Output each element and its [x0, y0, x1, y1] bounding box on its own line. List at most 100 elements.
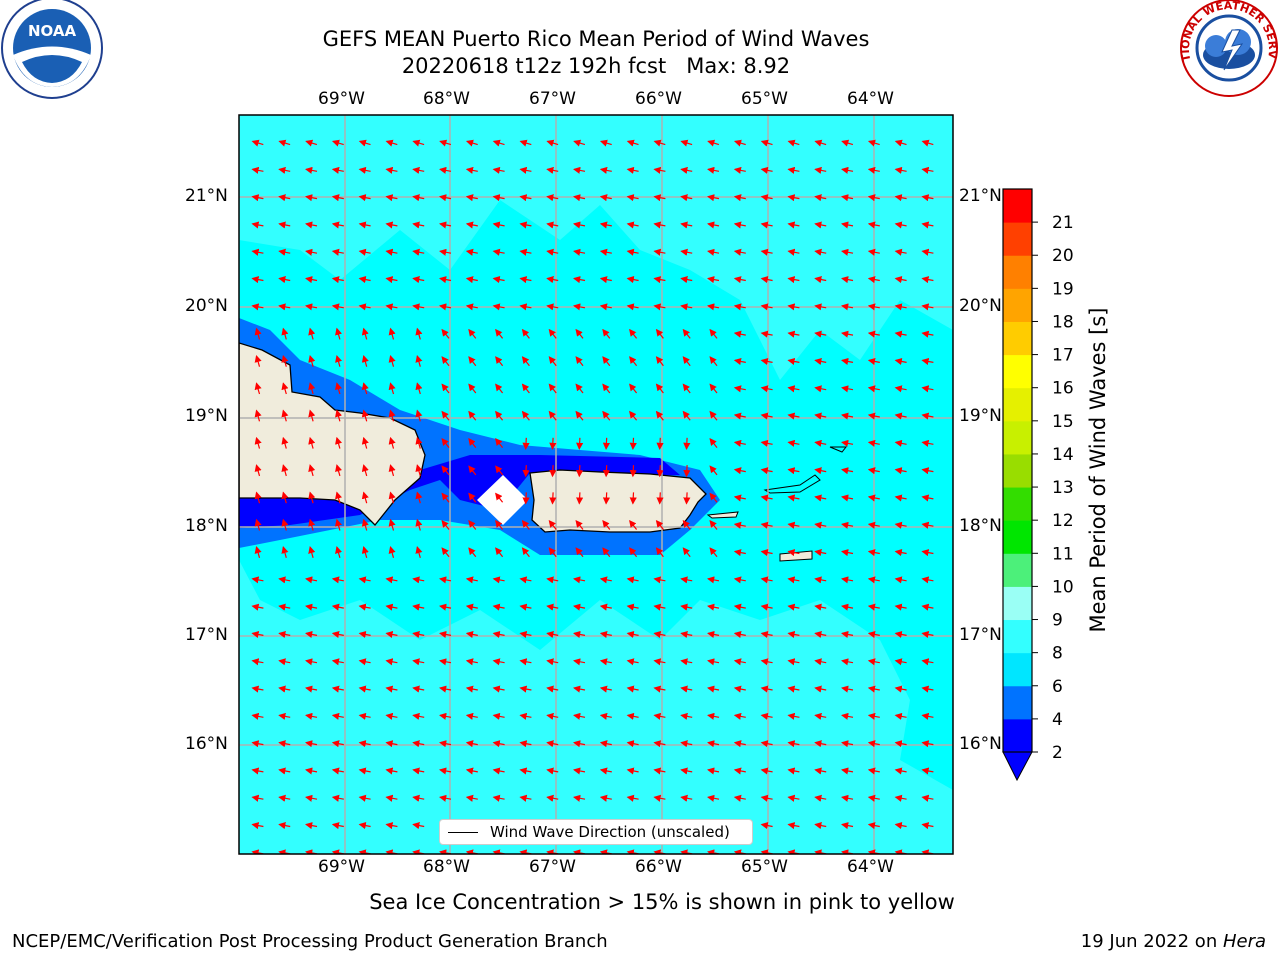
wind-wave-arrow: [841, 385, 854, 393]
wind-wave-arrow: [308, 409, 316, 422]
wind-wave-arrow: [546, 740, 559, 748]
wind-wave-arrow: [331, 166, 344, 174]
wind-wave-arrow: [335, 327, 342, 340]
wind-wave-arrow: [867, 740, 880, 748]
wind-wave-arrow: [841, 139, 854, 147]
wind-wave-arrow: [254, 382, 262, 395]
colorbar-swatch: [1003, 420, 1032, 455]
wind-wave-arrow: [468, 383, 477, 394]
map-title: GEFS MEAN Puerto Rico Mean Period of Win…: [322, 27, 870, 51]
wind-wave-arrow: [335, 546, 342, 558]
wind-wave-arrow: [626, 685, 639, 693]
wind-wave-arrow: [439, 630, 452, 639]
wind-wave-arrow: [465, 712, 478, 720]
wind-wave-arrow: [707, 248, 720, 256]
wind-wave-arrow: [415, 546, 423, 558]
wind-wave-arrow: [546, 685, 559, 693]
wind-wave-arrow: [358, 712, 371, 720]
wind-wave-arrow: [814, 221, 827, 229]
wind-wave-arrow: [787, 549, 800, 557]
wind-wave-arrow: [278, 166, 291, 174]
wind-wave-arrow: [599, 194, 612, 202]
wind-wave-arrow: [549, 492, 557, 505]
wind-wave-arrow: [385, 221, 398, 229]
wind-wave-arrow: [787, 330, 800, 338]
wind-wave-arrows: [251, 139, 934, 854]
wind-wave-arrow: [683, 437, 691, 450]
wind-wave-arrow: [573, 221, 586, 229]
wind-wave-arrow: [626, 712, 639, 720]
wind-wave-arrow: [867, 139, 880, 147]
wind-wave-arrow: [599, 276, 612, 284]
wind-wave-arrow: [281, 382, 289, 395]
wind-wave-arrow: [602, 547, 611, 558]
wind-wave-arrow: [707, 712, 720, 720]
wind-wave-arrow: [921, 357, 934, 366]
wind-wave-arrow: [733, 385, 746, 393]
wind-wave-arrow: [760, 549, 773, 557]
wind-wave-arrow: [468, 410, 477, 421]
wind-wave-arrow: [492, 740, 505, 748]
wind-wave-arrow: [921, 330, 934, 338]
wind-wave-arrow: [521, 519, 530, 530]
wind-wave-arrow: [331, 658, 344, 666]
wind-wave-arrow: [573, 166, 586, 174]
wind-wave-arrow: [733, 494, 746, 502]
wind-wave-arrow: [921, 276, 934, 284]
wind-wave-arrow: [787, 467, 800, 475]
wind-wave-arrow: [707, 767, 720, 775]
lat-tick-left: 19°N: [185, 406, 228, 426]
wind-wave-arrow: [921, 385, 934, 393]
wind-wave-arrow: [867, 712, 880, 720]
wind-wave-arrow: [465, 221, 478, 229]
wind-wave-arrow: [814, 357, 827, 366]
wind-wave-arrow: [385, 712, 398, 720]
colorbar-swatch: [1003, 222, 1032, 256]
wind-wave-arrow: [921, 576, 934, 584]
wind-wave-arrow: [358, 794, 371, 802]
wind-wave-arrow: [415, 382, 423, 395]
wind-wave-arrow: [921, 412, 934, 420]
wind-wave-arrow: [894, 439, 907, 447]
wind-wave-arrow: [358, 194, 371, 202]
wind-wave-arrow: [441, 465, 450, 476]
wind-wave-arrow: [576, 465, 584, 478]
footer-host: Hera: [1222, 931, 1266, 952]
wind-wave-arrow: [655, 383, 664, 394]
wind-wave-arrow: [573, 276, 586, 284]
wind-wave-arrow: [629, 356, 638, 367]
lon-tick-top: 66°W: [635, 89, 682, 109]
wind-wave-arrow: [251, 194, 264, 202]
wind-wave-arrow: [495, 465, 504, 476]
wind-wave-arrow: [760, 139, 773, 147]
wind-wave-arrow: [841, 767, 854, 775]
wind-wave-arrow: [331, 794, 344, 802]
wind-wave-arrow: [358, 221, 371, 229]
wind-wave-arrow: [921, 439, 934, 447]
wind-wave-arrow: [281, 491, 289, 504]
wind-wave-arrow: [308, 436, 316, 449]
wind-wave-arrow: [707, 685, 720, 693]
wind-wave-arrow: [495, 438, 504, 448]
wind-wave-arrow: [680, 658, 693, 666]
wind-wave-arrow: [787, 767, 800, 775]
wind-wave-arrow: [385, 630, 398, 639]
wind-wave-arrow: [894, 357, 907, 366]
wind-wave-arrow: [814, 139, 827, 147]
wind-wave-arrow: [331, 822, 344, 830]
wind-wave-arrow: [599, 685, 612, 693]
wind-wave-arrow: [251, 630, 264, 639]
wind-wave-arrow: [709, 547, 718, 558]
wind-wave-arrow: [760, 685, 773, 693]
wind-wave-arrow: [519, 712, 532, 720]
wind-wave-arrow: [602, 383, 611, 394]
wind-wave-arrow: [251, 576, 264, 584]
wind-wave-arrow: [361, 491, 369, 504]
wind-wave-arrow: [412, 794, 425, 802]
wind-wave-arrow: [548, 328, 557, 339]
wind-wave-arrow: [521, 383, 530, 394]
wind-wave-arrow: [251, 139, 264, 147]
wind-wave-arrow: [412, 767, 425, 775]
wind-wave-arrow: [308, 491, 316, 504]
wind-wave-arrow: [814, 439, 827, 447]
